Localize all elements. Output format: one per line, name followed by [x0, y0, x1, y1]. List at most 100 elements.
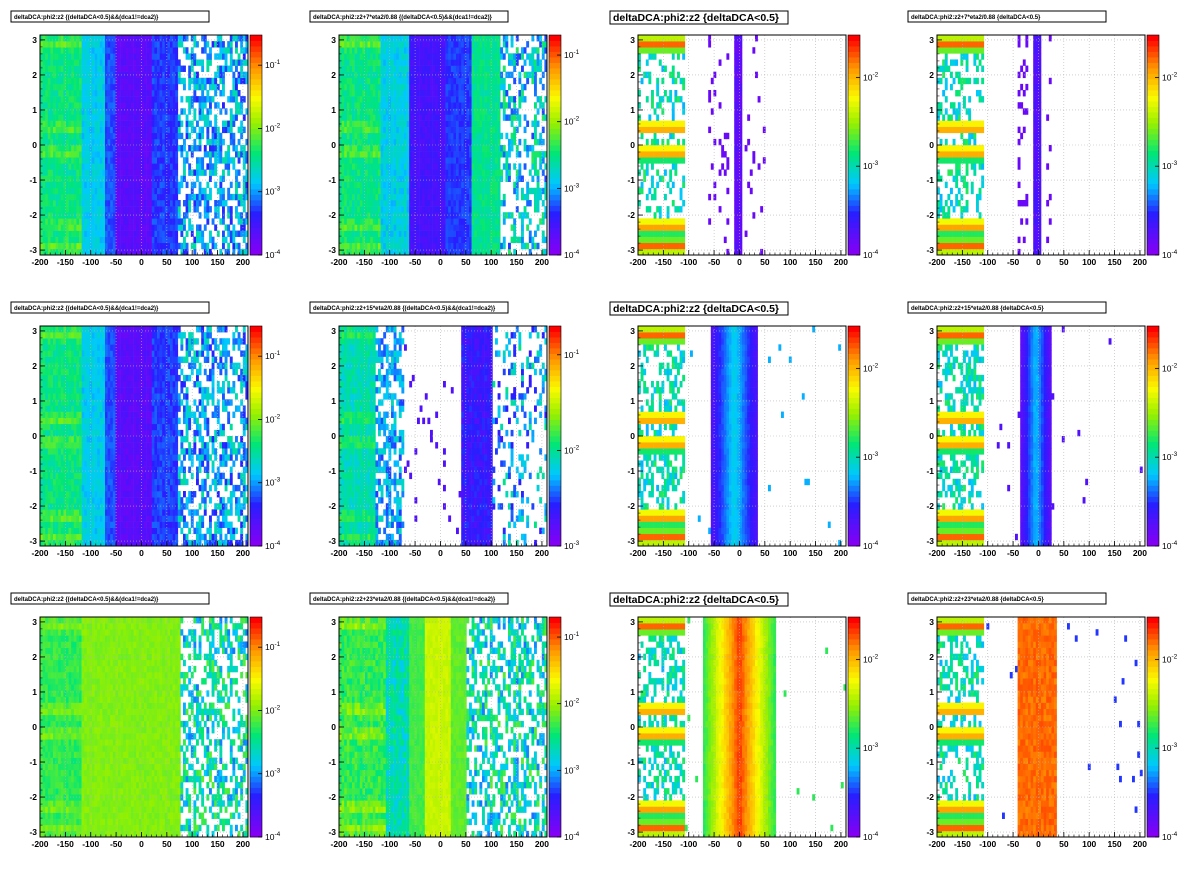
heatmap-cell [131, 236, 134, 244]
heatmap-cell [229, 181, 233, 189]
heatmap-cell [146, 65, 150, 72]
heatmap-cell [398, 90, 402, 97]
heatmap-cell [344, 230, 348, 237]
heatmap-cell [222, 200, 225, 207]
heatmap-cell [349, 59, 353, 66]
heatmap-cell [180, 151, 184, 158]
heatmap-cell [495, 200, 498, 207]
heatmap-cell [81, 230, 85, 237]
heatmap-cell [63, 200, 67, 207]
heatmap-cell [515, 59, 519, 66]
heatmap-cell [354, 218, 358, 225]
heatmap-cell [404, 218, 407, 225]
heatmap-cell [510, 114, 514, 121]
heatmap-cell [443, 242, 446, 250]
heatmap-cell [242, 114, 246, 121]
heatmap-cell [450, 242, 454, 250]
heatmap-cell [68, 193, 72, 201]
heatmap-cell [484, 206, 488, 213]
heatmap-cell [214, 41, 218, 48]
heatmap-cell [513, 187, 517, 195]
heatmap-cell [510, 145, 514, 152]
heatmap-cell [206, 65, 210, 72]
heatmap-cell [380, 248, 384, 256]
heatmap-cell [411, 77, 415, 85]
heatmap-cell [391, 96, 394, 103]
heatmap-cell [448, 169, 452, 176]
heatmap-cell [146, 96, 150, 103]
heatmap-cell [476, 90, 480, 97]
heatmap-cell [411, 71, 415, 79]
heatmap-cell [203, 212, 207, 219]
heatmap-cell [151, 90, 155, 97]
heatmap-cell [346, 230, 350, 237]
heatmap-cell [151, 59, 155, 66]
heatmap-cell [396, 114, 400, 121]
heatmap-cell [141, 41, 145, 48]
heatmap-cell [133, 47, 137, 54]
heatmap-cell [461, 53, 465, 60]
heatmap-cell [404, 90, 407, 97]
heatmap-cell [123, 114, 127, 121]
heatmap-cell [203, 151, 207, 158]
heatmap-cell [42, 90, 46, 97]
heatmap-cell [474, 181, 478, 189]
heatmap-cell [237, 108, 241, 115]
heatmap-cell [346, 90, 350, 97]
heatmap-cell [180, 181, 184, 189]
heatmap-cell [479, 138, 483, 146]
heatmap-cell [341, 47, 345, 54]
heatmap-cell [167, 102, 171, 109]
heatmap-cell [458, 59, 462, 66]
heatmap-cell [497, 126, 501, 134]
heatmap-cell [227, 212, 231, 219]
heatmap-cell [463, 77, 467, 85]
heatmap-cell [484, 108, 488, 115]
heatmap-cell [411, 248, 415, 256]
heatmap-cell [463, 83, 467, 91]
heatmap-cell [99, 120, 103, 127]
heatmap-cell [118, 157, 121, 164]
heatmap-cell [71, 157, 75, 164]
heatmap-cell [206, 90, 210, 97]
heatmap-cell [432, 242, 436, 250]
heatmap-cell [479, 187, 483, 195]
heatmap-cell [175, 138, 179, 146]
heatmap-cell [133, 224, 137, 231]
heatmap-cell [450, 200, 454, 207]
heatmap-cell [99, 187, 103, 195]
heatmap-cell [242, 53, 246, 60]
heatmap-cell [349, 71, 353, 79]
heatmap-cell [482, 145, 485, 152]
heatmap-cell [461, 175, 465, 182]
heatmap-cell [138, 157, 142, 164]
heatmap-cell [219, 77, 223, 85]
heatmap-cell [461, 187, 465, 195]
heatmap-cell [84, 47, 88, 54]
heatmap-cell [482, 53, 485, 60]
heatmap-cell [487, 187, 491, 195]
heatmap-cell [167, 163, 171, 170]
heatmap-cell [94, 59, 98, 66]
heatmap-cell [352, 145, 355, 152]
heatmap-cell [352, 71, 355, 79]
heatmap-cell [224, 108, 228, 115]
heatmap-cell [170, 163, 173, 170]
heatmap-cell [422, 90, 426, 97]
heatmap-cell [112, 65, 116, 72]
heatmap-cell [359, 90, 363, 97]
heatmap-cell [445, 120, 449, 127]
heatmap-cell [105, 120, 108, 127]
heatmap-cell [53, 102, 56, 109]
heatmap-cell [440, 102, 444, 109]
heatmap-cell [497, 212, 501, 219]
heatmap-cell [102, 157, 106, 164]
heatmap-cell [245, 181, 249, 189]
heatmap-cell [58, 187, 62, 195]
heatmap-cell [339, 59, 342, 66]
heatmap-cell [383, 206, 387, 213]
heatmap-cell [123, 230, 127, 237]
heatmap-cell [500, 77, 504, 85]
heatmap-cell [175, 236, 179, 244]
heatmap-cell [456, 83, 459, 91]
